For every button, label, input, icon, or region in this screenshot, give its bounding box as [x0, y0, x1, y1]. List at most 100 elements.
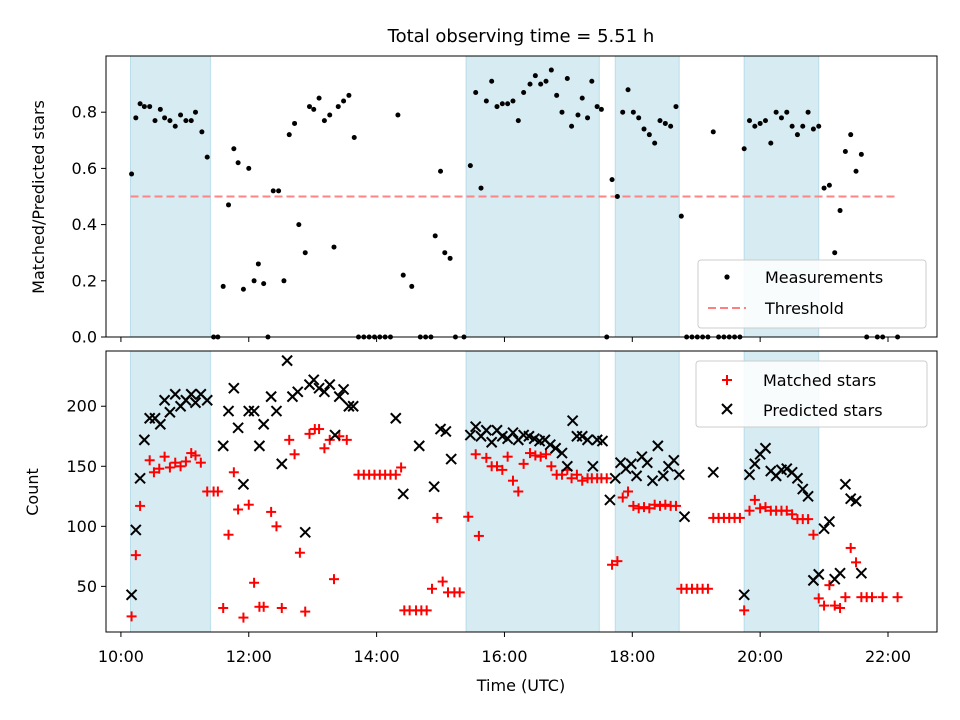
matched-star-point: [463, 511, 474, 522]
measurement-point: [494, 104, 500, 110]
measurement-point: [341, 98, 347, 104]
predicted-star-point: [855, 567, 868, 579]
predicted-star-point: [253, 440, 266, 452]
measurement-point: [848, 132, 854, 138]
matched-star-point: [819, 600, 830, 611]
bottom-y-ticks: 50 100 150 200: [66, 397, 106, 596]
bottom-panel: 50 100 150 200 10:00 12:00 14:00 16:00 18:00 20:…: [23, 350, 938, 695]
measurement-point: [673, 104, 679, 110]
measurement-point: [438, 168, 444, 174]
matched-star-point: [294, 547, 305, 558]
matched-star-point: [175, 461, 186, 472]
matched-star-point: [749, 494, 760, 505]
matched-star-point: [744, 505, 755, 516]
predicted-star-point: [556, 447, 568, 459]
predicted-star-point: [839, 478, 852, 491]
measurement-point: [147, 104, 153, 110]
measurement-point: [432, 233, 438, 239]
measurement-point: [226, 202, 232, 208]
predicted-star-point: [308, 374, 320, 386]
matched-star-point: [835, 602, 846, 613]
predicted-star-point: [445, 453, 457, 465]
matched-star-point: [130, 550, 141, 561]
predicted-star-point: [781, 462, 793, 475]
predicted-star-point: [823, 515, 836, 528]
measurement-point: [255, 261, 261, 267]
predicted-star-point: [464, 429, 477, 441]
matched-star-point: [276, 602, 287, 613]
predicted-star-point: [652, 440, 664, 452]
measurement-point: [630, 109, 636, 115]
bottom-axes-frame: [105, 350, 938, 633]
x-tick-label: 10:00: [98, 647, 144, 666]
matched-star-point: [734, 512, 745, 523]
predicted-star-point: [343, 400, 355, 412]
matched-star-point: [787, 509, 798, 520]
measurement-point: [286, 132, 292, 138]
matched-star-point: [612, 556, 623, 567]
predicted-star-point: [749, 458, 761, 470]
matched-star-point: [541, 449, 552, 460]
matched-star-point: [473, 530, 484, 541]
measurement-point: [784, 109, 790, 115]
measurement-point: [853, 168, 859, 174]
bottom-legend-box: [695, 360, 928, 428]
measurement-point: [636, 115, 642, 121]
predicted-star-point: [604, 494, 616, 506]
matched-star-point: [233, 504, 244, 515]
measurement-point: [821, 185, 827, 191]
y-tick-label: 0.8: [72, 103, 97, 122]
measurement-point: [183, 118, 189, 124]
predicted-star-point: [217, 440, 229, 452]
matched-star-point: [577, 475, 588, 486]
measurement-point: [579, 95, 585, 101]
measurement-point: [768, 140, 774, 146]
matched-star-point: [271, 521, 282, 532]
predicted-star-point: [138, 434, 151, 446]
matched-star-point: [655, 500, 665, 511]
legend-measurement-marker: [724, 274, 730, 280]
predicted-star-point: [333, 390, 346, 403]
predicted-star-point: [134, 472, 146, 484]
measurement-point: [442, 250, 448, 256]
measurement-point: [467, 163, 473, 169]
predicted-star-point: [587, 460, 599, 472]
predicted-star-point: [469, 420, 482, 433]
measurement-point: [270, 188, 276, 194]
measurement-point: [609, 177, 615, 183]
matched-star-point: [892, 592, 903, 603]
predicted-star-point: [802, 490, 814, 503]
predicted-star-point: [440, 425, 452, 438]
matched-star-point: [300, 606, 311, 617]
legend-threshold-label: Threshold: [764, 299, 844, 318]
predicted-star-point: [276, 458, 288, 470]
matched-star-point: [644, 503, 655, 514]
measurement-point: [625, 87, 631, 93]
top-panel: 0.00.20.40.60.8 Matched/Predicted stars …: [29, 55, 938, 347]
matched-star-point: [481, 452, 492, 463]
bottom-y-axis-label: Count: [23, 468, 42, 516]
predicted-star-point: [834, 567, 846, 579]
matched-star-point: [228, 467, 239, 478]
measurement-point: [589, 78, 595, 84]
measurement-point: [757, 120, 763, 126]
measurement-point: [327, 112, 333, 118]
matched-star-point: [845, 542, 856, 553]
matched-star-point: [324, 434, 335, 445]
measurement-point: [204, 154, 210, 160]
matched-star-point: [813, 593, 824, 604]
predicted-star-point: [813, 568, 825, 581]
measurement-point: [657, 118, 663, 124]
matched-star-point: [808, 529, 819, 540]
matched-star-point: [148, 467, 159, 478]
measurement-point: [564, 75, 570, 81]
measurement-point: [199, 129, 205, 135]
predicted-star-point: [678, 511, 691, 523]
measurement-point: [762, 118, 768, 124]
legend-matched-marker: [722, 375, 732, 385]
matched-star-point: [803, 514, 814, 525]
matched-stars-points: [126, 424, 903, 623]
x-tick-label: 20:00: [737, 647, 783, 666]
matched-star-point: [491, 461, 502, 472]
predicted-star-point: [485, 436, 498, 448]
